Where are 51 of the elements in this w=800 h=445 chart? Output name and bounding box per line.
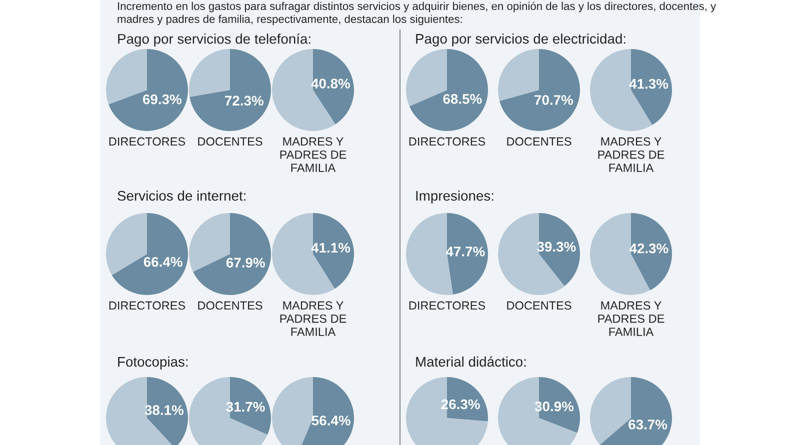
pie-slice (447, 213, 488, 295)
text: DOCENTES (198, 301, 262, 310)
pie-slice (193, 213, 271, 295)
text: MADRES Y PADRES DE FAMILIA (598, 137, 664, 172)
text: Servicios de internet: (118, 190, 246, 201)
data-label: 56.4% (312, 416, 350, 426)
data-label: 40.8% (311, 78, 350, 88)
data-label: 72.3% (225, 96, 264, 106)
data-label: 68.5% (443, 94, 482, 104)
data-label: 42.3% (629, 243, 668, 254)
data-label: 41.1% (311, 242, 350, 253)
text: madres y padres de familia, respectivamente, destacan los siguientes: (118, 14, 462, 26)
data-label: 38.1% (144, 405, 184, 416)
data-label: 66.4% (144, 256, 182, 267)
data-label: 39.3% (537, 242, 576, 252)
pie-slice (313, 213, 354, 289)
pie-slice (539, 213, 580, 286)
data-label: 47.7% (446, 246, 485, 256)
text: Pago por servicios de electricidad: (416, 34, 626, 46)
pie-slice (190, 49, 271, 131)
text: DOCENTES (507, 301, 572, 310)
pie-slice (313, 49, 354, 124)
text: DOCENTES (507, 137, 572, 146)
text: Impresiones: (416, 190, 494, 204)
text: DIRECTORES (109, 301, 186, 310)
text: MADRES Y PADRES DE FAMILIA (280, 301, 346, 336)
text: MADRES Y PADRES DE FAMILIA (280, 137, 346, 172)
pie-slice (409, 49, 488, 131)
pie-slice (108, 49, 188, 131)
text: DOCENTES (198, 137, 262, 146)
pie-slice (189, 49, 230, 97)
data-label: 70.7% (534, 95, 574, 105)
text: Pago por servicios de telefonía: (118, 33, 310, 47)
text: Material didáctico: (416, 356, 526, 367)
text: Incremento en los gastos para sufragar distintos servicios y adquirir bienes, en opinión de las y los directores, docentes, y (118, 2, 716, 12)
text: DIRECTORES (409, 137, 486, 146)
text: MADRES Y PADRES DE FAMILIA (598, 301, 664, 336)
pie-slice (631, 49, 672, 126)
data-label: 26.3% (441, 399, 480, 410)
text: DIRECTORES (409, 301, 486, 310)
data-label: 63.7% (628, 420, 668, 430)
text: DIRECTORES (109, 137, 186, 146)
pie-slice (631, 213, 672, 290)
data-label: 67.9% (226, 258, 265, 268)
data-label: 41.3% (629, 78, 668, 89)
data-label: 31.7% (226, 402, 265, 412)
data-label: 30.9% (534, 401, 574, 412)
pie-slice (499, 49, 580, 131)
pie-slice (112, 213, 188, 295)
data-label: 69.3% (142, 94, 182, 104)
text: Fotocopias: (118, 356, 188, 370)
